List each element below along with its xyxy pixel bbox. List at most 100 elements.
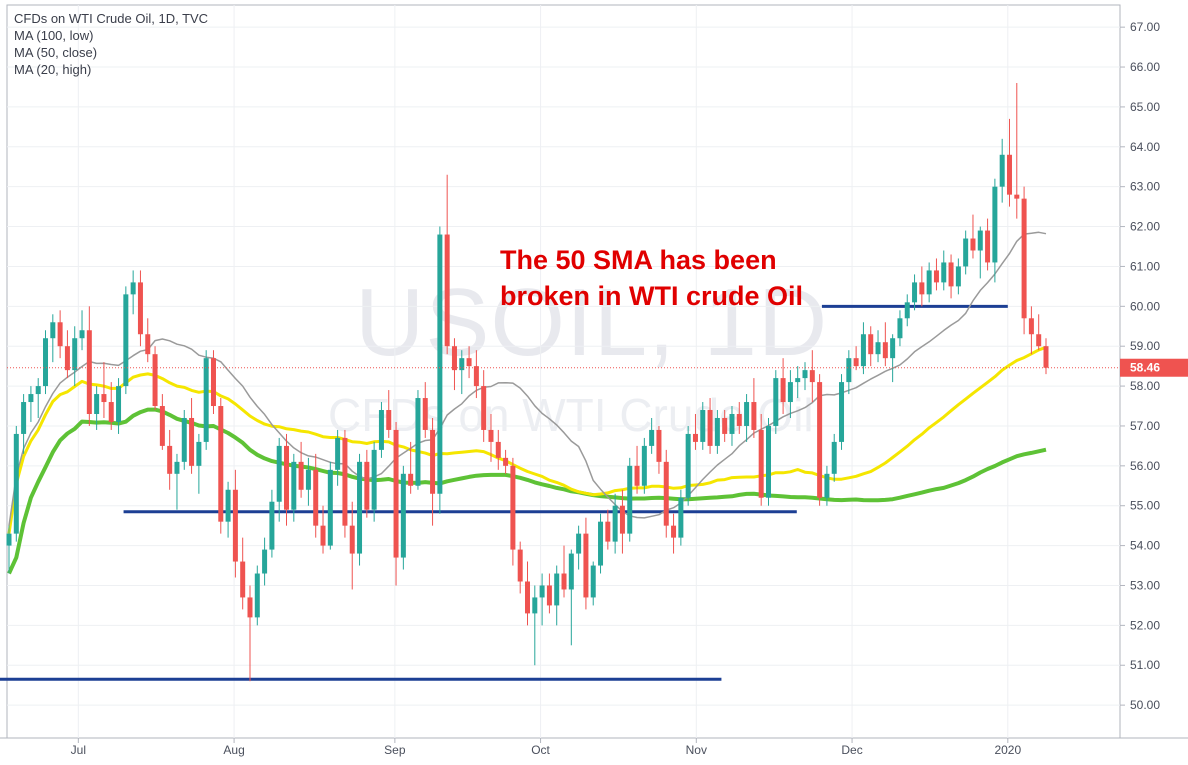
candle-body [181, 417, 187, 462]
candle-body [349, 525, 355, 554]
candle-body [269, 501, 275, 550]
candle-body [853, 358, 859, 367]
candle-body [503, 457, 509, 466]
y-tick-label: 54.00 [1130, 539, 1160, 553]
candle-body [948, 262, 954, 287]
candle-body [400, 473, 406, 558]
candle-body [780, 378, 786, 403]
candle-body [831, 441, 837, 474]
y-tick-label: 61.00 [1130, 259, 1160, 273]
candle-body [167, 445, 173, 474]
candle-body [203, 358, 209, 442]
candle-body [451, 346, 457, 371]
candle-body [335, 437, 341, 470]
candle-body [225, 489, 231, 522]
candle-body [941, 262, 947, 283]
candle-body [663, 461, 669, 526]
candle-body [210, 358, 216, 407]
candle-body [656, 429, 662, 462]
y-tick-label: 60.00 [1130, 299, 1160, 313]
candle-body [86, 330, 92, 414]
candle-body [145, 334, 151, 355]
candle-body [904, 302, 910, 319]
candle-body [612, 505, 618, 542]
candle-body [393, 429, 399, 558]
candle-body [159, 406, 165, 446]
y-tick-label: 59.00 [1130, 339, 1160, 353]
y-tick-label: 58.00 [1130, 379, 1160, 393]
candle-body [152, 354, 158, 407]
candle-body [598, 521, 604, 566]
candle-body [495, 441, 501, 458]
candle-body [116, 386, 122, 422]
candle-body [605, 521, 611, 542]
current-price-label: 58.46 [1130, 361, 1160, 375]
candle-body [641, 445, 647, 486]
candle-body [72, 338, 78, 371]
candle-body [35, 386, 41, 395]
y-tick-label: 64.00 [1130, 140, 1160, 154]
candle-body [692, 433, 698, 442]
candle-body [963, 238, 969, 267]
candle-body [700, 410, 706, 442]
candle-body [371, 449, 377, 510]
candle-body [554, 573, 560, 606]
candle-body [919, 282, 925, 295]
candle-body [714, 417, 720, 446]
candle-body [649, 429, 655, 446]
candle-body [130, 282, 136, 295]
candle-body [758, 429, 764, 498]
candle-body [744, 402, 750, 426]
candle-body [357, 461, 363, 554]
x-tick-label: 2020 [994, 743, 1021, 757]
candle-body [875, 342, 881, 355]
candle-body [1043, 346, 1049, 368]
candles [6, 82, 1049, 682]
candle-body [189, 417, 195, 466]
candle-body [1036, 334, 1042, 347]
candle-body [378, 410, 384, 450]
candle-body [284, 445, 290, 510]
candle-body [137, 282, 143, 335]
candle-body [590, 565, 596, 598]
candle-body [619, 505, 625, 534]
candle-body [422, 398, 428, 430]
indicator-ma100[interactable]: MA (100, low) [14, 28, 94, 43]
candle-body [43, 338, 49, 387]
y-tick-label: 51.00 [1130, 658, 1160, 672]
chart-title[interactable]: CFDs on WTI Crude Oil, 1D, TVC [14, 11, 209, 26]
candle-body [532, 597, 538, 614]
candle-body [539, 585, 545, 598]
candle-body [305, 469, 311, 490]
candle-body [1014, 194, 1020, 199]
x-tick-label: Jul [71, 743, 86, 757]
candle-body [64, 346, 70, 371]
candle-body [685, 433, 691, 498]
candle-body [846, 358, 852, 383]
axes: 67.00 66.00 65.00 64.00 63.00 62.00 61.00 60.00… [7, 20, 1188, 757]
y-tick-label: 62.00 [1130, 220, 1160, 234]
candle-body [488, 429, 494, 442]
candle-body [320, 525, 326, 546]
y-tick-label: 57.00 [1130, 419, 1160, 433]
candle-body [985, 230, 991, 263]
y-tick-label: 53.00 [1130, 578, 1160, 592]
annotation-line-2: broken in WTI crude Oil [500, 281, 804, 311]
candle-body [707, 410, 713, 446]
candle-body [123, 294, 129, 387]
chart-grid [0, 4, 1188, 739]
y-tick-label: 63.00 [1130, 180, 1160, 194]
candle-body [342, 437, 348, 526]
candle-body [101, 394, 107, 403]
candle-body [298, 461, 304, 490]
indicator-ma20[interactable]: MA (20, high) [14, 62, 92, 77]
y-tick-label: 65.00 [1130, 100, 1160, 114]
candle-body [517, 549, 523, 582]
indicator-ma50[interactable]: MA (50, close) [14, 45, 98, 60]
candle-body [568, 553, 574, 590]
plot-frame [6, 4, 1121, 739]
candle-body [970, 238, 976, 251]
candle-body [795, 378, 801, 383]
candle-body [50, 322, 56, 339]
